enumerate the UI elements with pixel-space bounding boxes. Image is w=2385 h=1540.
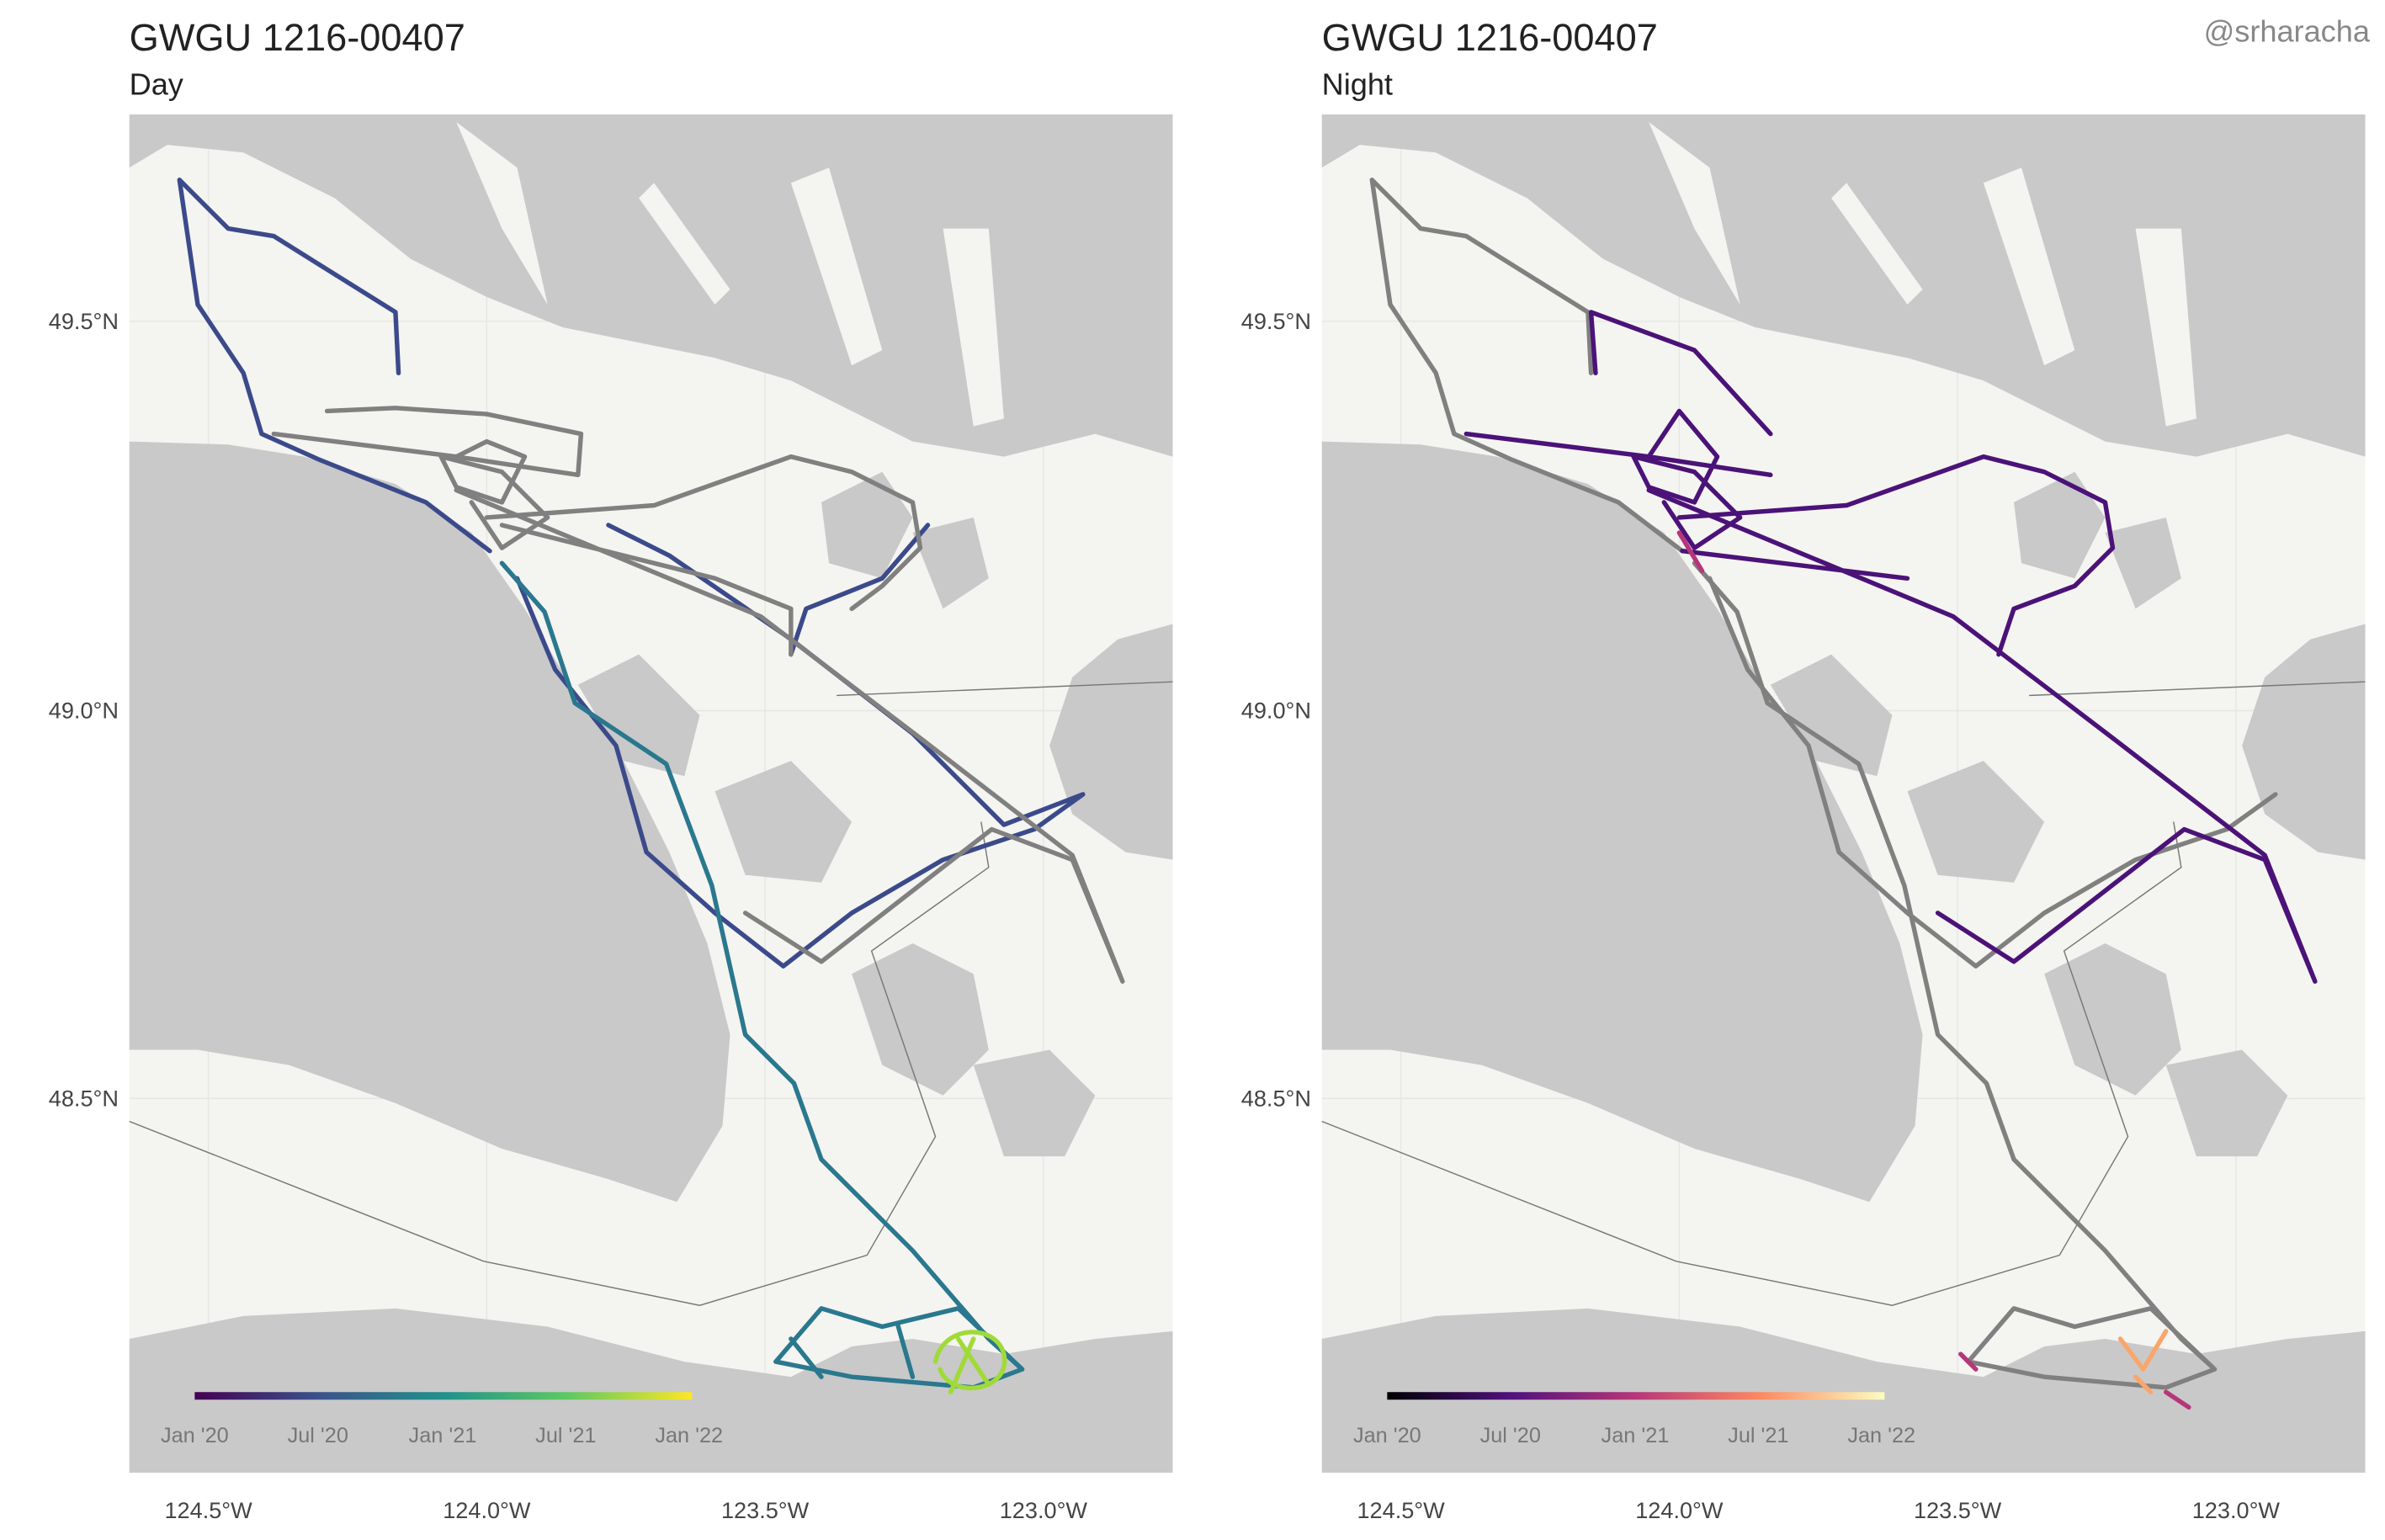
panel-title: GWGU 1216-00407 <box>1322 16 1658 59</box>
x-tick-label: 124.5°W <box>1357 1497 1445 1523</box>
basemap <box>130 114 1173 1473</box>
watermark: @srharacha <box>2204 13 2371 48</box>
x-tick-label: 124.0°W <box>443 1497 531 1523</box>
legend-label: Jul '20 <box>1480 1424 1541 1447</box>
legend-label: Jan '20 <box>161 1424 229 1447</box>
labels: GWGU 1216-00407 Day 49.5°N 49.0°N 48.5°N 124.… <box>49 16 2281 1523</box>
x-tick-label: 123.0°W <box>1000 1497 1088 1523</box>
y-tick-label: 48.5°N <box>49 1085 119 1111</box>
y-tick-label: 49.5°N <box>49 308 119 334</box>
x-tick-label: 123.0°W <box>2192 1497 2281 1523</box>
legend-label: Jan '22 <box>1847 1424 1915 1447</box>
colorbar <box>194 1392 693 1400</box>
y-tick-label: 48.5°N <box>1241 1085 1311 1111</box>
legend-label: Jul '21 <box>535 1424 596 1447</box>
tracks-day <box>177 178 1125 1394</box>
x-tick-label: 123.5°W <box>1914 1497 2002 1523</box>
y-tick-label: 49.0°N <box>1241 698 1311 724</box>
tracks-night <box>1369 178 2318 1410</box>
x-tick-label: 124.5°W <box>164 1497 252 1523</box>
y-tick-label: 49.5°N <box>1241 308 1311 334</box>
panel-title: GWGU 1216-00407 <box>130 16 465 59</box>
panel-subtitle: Night <box>1322 67 1393 102</box>
legend-label: Jul '21 <box>1728 1424 1788 1447</box>
x-tick-label: 123.5°W <box>721 1497 810 1523</box>
basemap <box>1322 114 2366 1473</box>
y-tick-label: 49.0°N <box>49 698 119 724</box>
legend-label: Jan '22 <box>655 1424 723 1447</box>
legend-label: Jan '21 <box>1602 1424 1670 1447</box>
legend-label: Jan '20 <box>1353 1424 1421 1447</box>
colorbar <box>1387 1392 1885 1400</box>
panel-subtitle: Day <box>130 67 183 102</box>
legend-label: Jul '20 <box>288 1424 348 1447</box>
x-tick-label: 124.0°W <box>1635 1497 1724 1523</box>
legend-label: Jan '21 <box>409 1424 477 1447</box>
